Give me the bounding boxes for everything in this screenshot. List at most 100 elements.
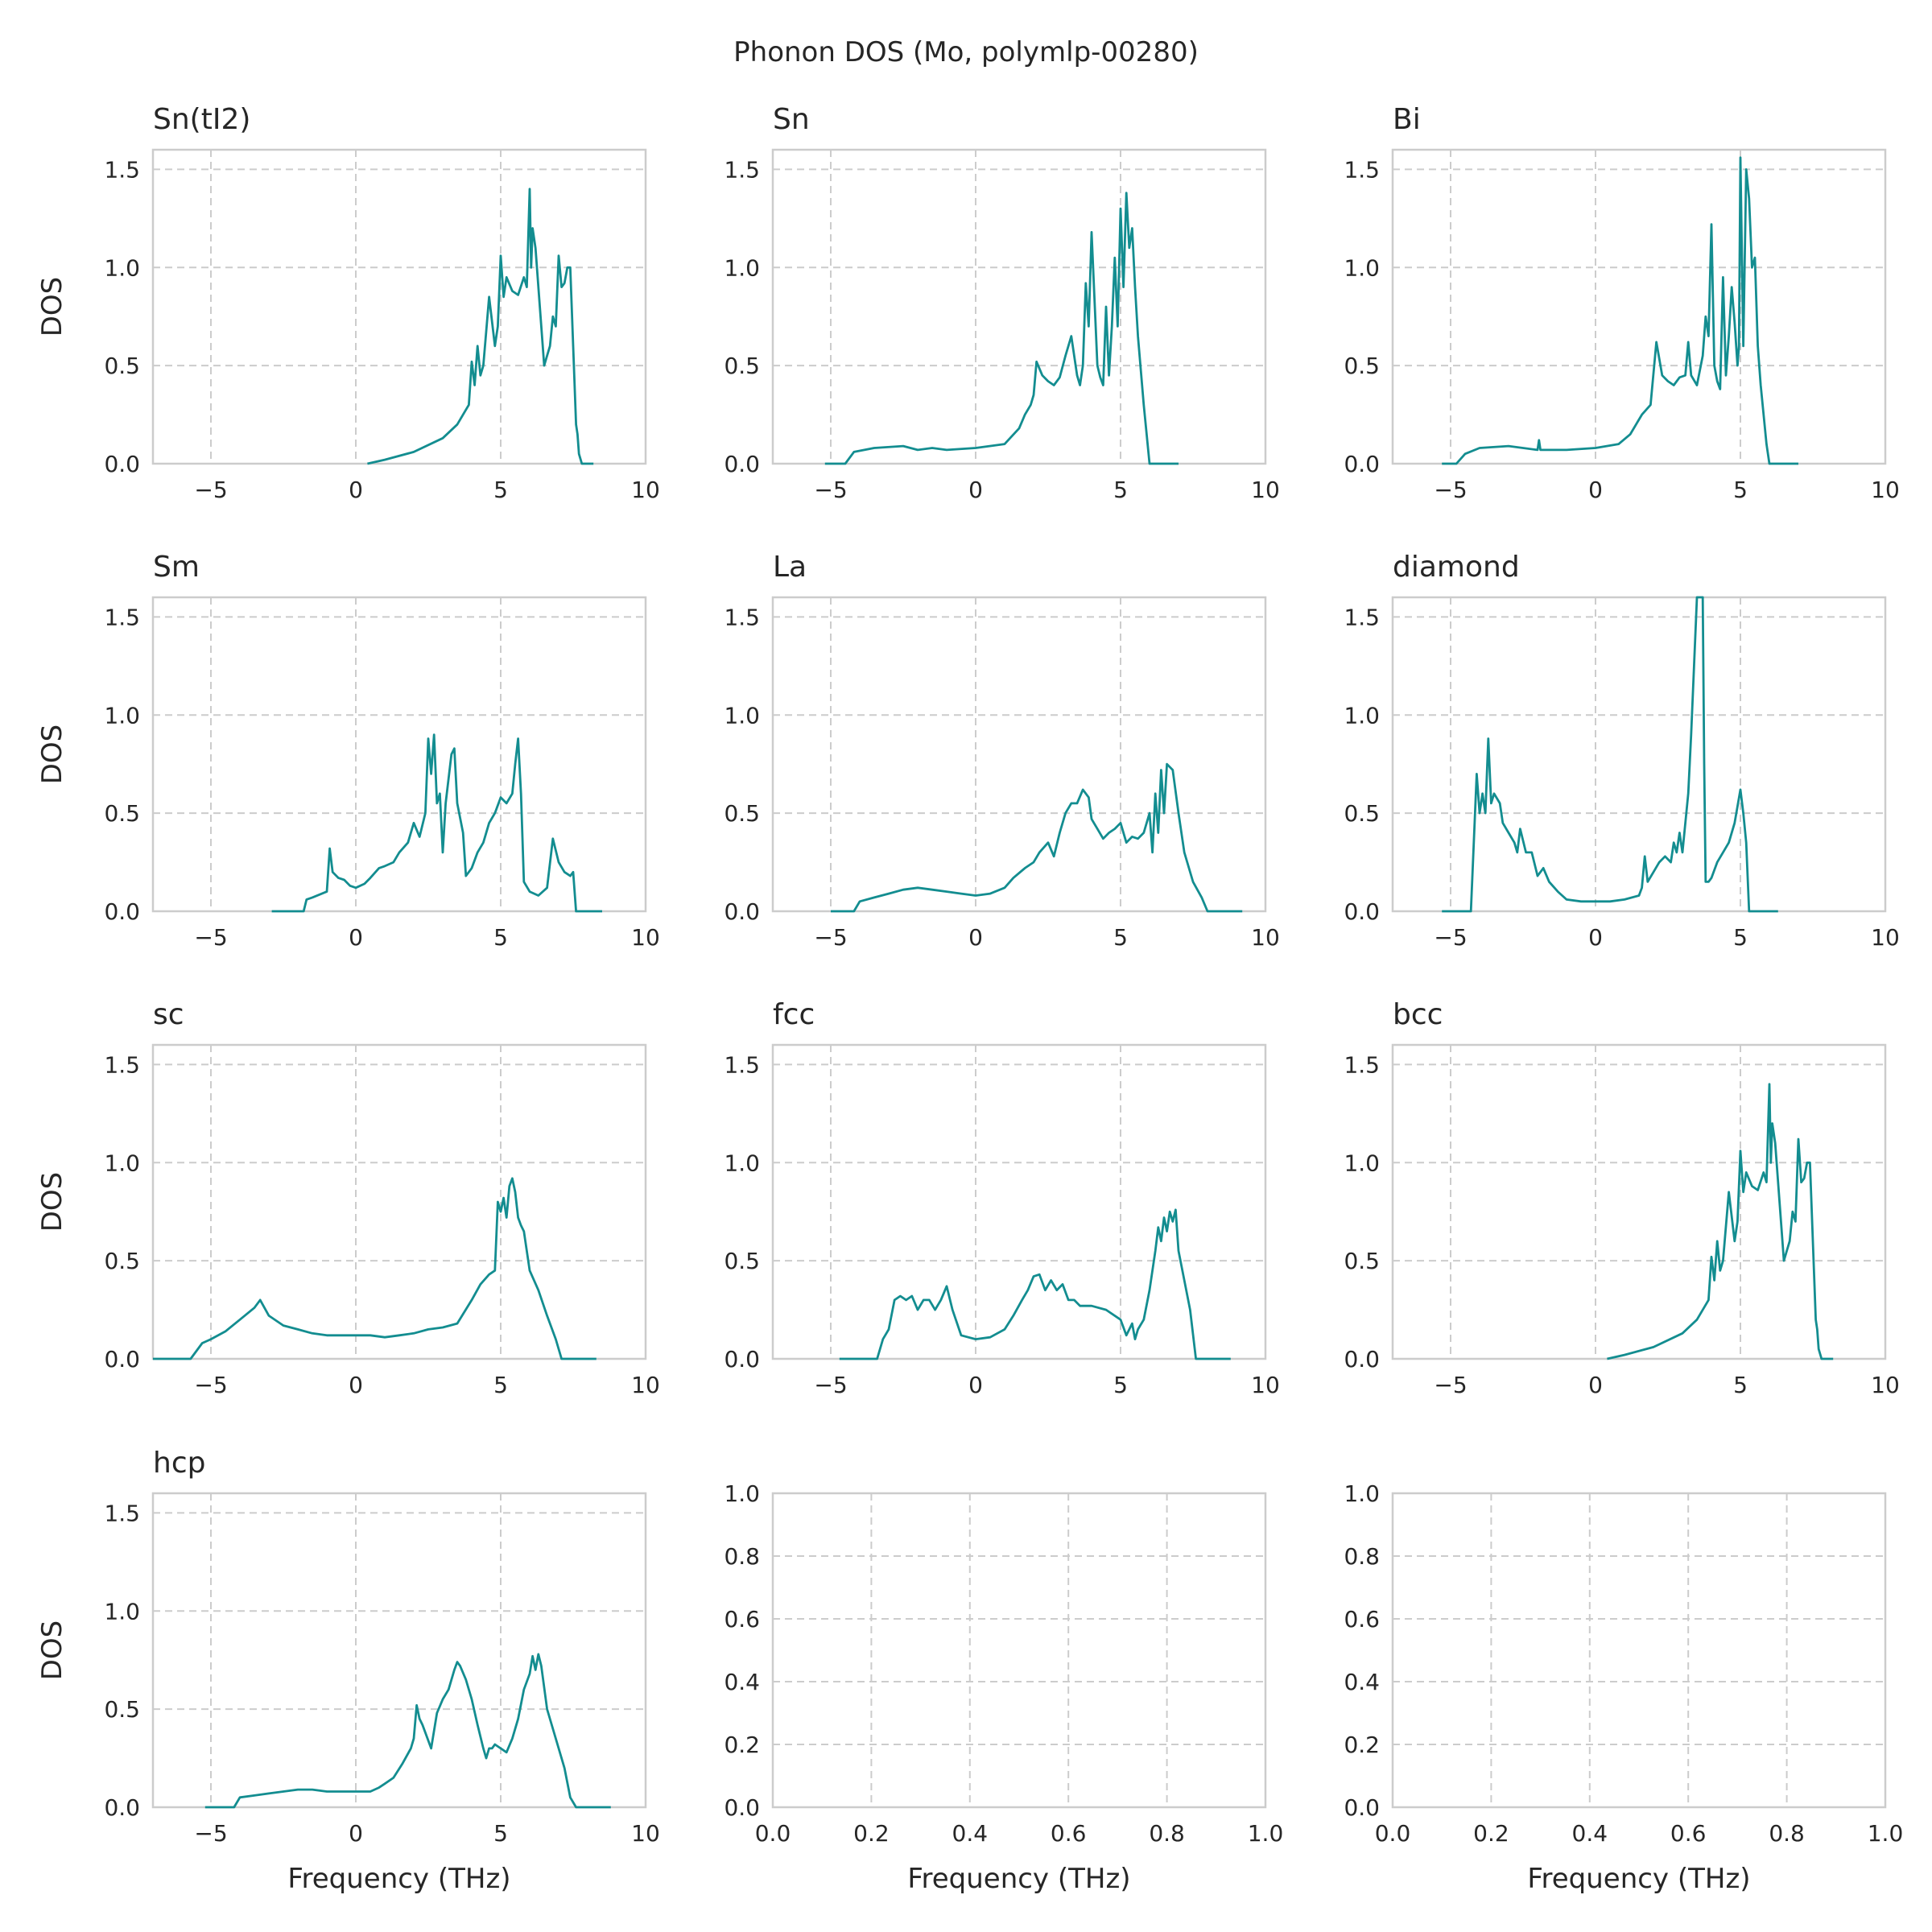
y-tick-label: 0.0 (104, 451, 140, 477)
plot-area (151, 1043, 647, 1360)
x-tick-label: 5 (493, 924, 508, 951)
y-tick-label: 1.0 (724, 702, 760, 729)
dos-series-line (824, 192, 1179, 465)
dos-series-line (831, 762, 1243, 913)
y-tick-label: 1.5 (1344, 604, 1380, 630)
x-tick-label: 0 (1588, 924, 1603, 951)
panel-title: fcc (773, 998, 815, 1031)
y-tick-label: 0.0 (724, 451, 760, 477)
x-tick-label: −5 (814, 1372, 847, 1398)
x-tick-label: 5 (1113, 477, 1128, 503)
y-tick-label: 0.8 (1344, 1543, 1380, 1570)
y-tick-label: 0.0 (724, 898, 760, 925)
x-tick-label: −5 (194, 1820, 227, 1847)
y-tick-label: 0.5 (104, 1696, 140, 1723)
dos-series-line (367, 188, 594, 465)
x-tick-label: 5 (1733, 1372, 1748, 1398)
panel: −5 0 5 10 0.0 0.5 1.0 1.5 diamond (1344, 551, 1899, 951)
x-tick-label: 0.0 (755, 1820, 791, 1847)
x-tick-label: 5 (1113, 1372, 1128, 1398)
panel-title: Sn(tI2) (153, 103, 250, 136)
plot-area (771, 596, 1267, 913)
panel: −5 0 5 10 0.0 0.5 1.0 1.5 Bi (1344, 103, 1899, 503)
x-tick-label: 10 (631, 924, 660, 951)
dos-series-line (153, 1177, 597, 1360)
x-tick-label: 0.4 (952, 1820, 989, 1847)
y-tick-label: 0.5 (1344, 353, 1380, 379)
y-tick-label: 0.2 (724, 1732, 760, 1758)
x-tick-label: 1.0 (1248, 1820, 1284, 1847)
y-tick-label: 0.8 (724, 1543, 760, 1570)
plot-area (771, 1492, 1267, 1809)
x-tick-label: 5 (1733, 477, 1748, 503)
y-tick-label: 1.5 (1344, 156, 1380, 183)
y-tick-label: 0.5 (724, 353, 760, 379)
y-tick-label: 0.0 (104, 1346, 140, 1373)
y-tick-label: 1.5 (724, 1051, 760, 1078)
x-axis-label: Frequency (THz) (907, 1863, 1130, 1895)
x-tick-label: 10 (631, 477, 660, 503)
plot-area (1391, 596, 1887, 913)
plot-area (771, 148, 1267, 465)
panel: −5 0 5 10 0.0 0.5 1.0 1.5 Sn (724, 103, 1279, 503)
y-tick-label: 1.5 (104, 1500, 140, 1526)
y-tick-label: 0.0 (1344, 1346, 1380, 1373)
y-axis-label: DOS (36, 724, 68, 785)
y-axis-label: DOS (36, 1620, 68, 1681)
panel: −5 0 5 10 0.0 0.5 1.0 1.5 sc DOS (36, 998, 660, 1398)
y-tick-label: 0.5 (1344, 800, 1380, 827)
y-tick-label: 0.0 (104, 1794, 140, 1821)
panel: 0.0 0.2 0.4 0.6 0.8 1.0 0.0 0.2 0.4 0.6 0.8 1.0 Freq… (1344, 1480, 1903, 1895)
panel-title: sc (153, 998, 184, 1031)
panel: −5 0 5 10 0.0 0.5 1.0 1.5 bcc (1344, 998, 1899, 1398)
x-tick-label: 10 (1871, 477, 1900, 503)
y-tick-label: 1.0 (724, 254, 760, 281)
dos-series-line (1442, 156, 1798, 465)
plot-area (1391, 148, 1887, 465)
x-tick-label: 10 (1871, 1372, 1900, 1398)
plot-area (1391, 1043, 1887, 1360)
y-tick-label: 0.2 (1344, 1732, 1380, 1758)
y-tick-label: 1.5 (104, 156, 140, 183)
y-tick-label: 1.5 (724, 156, 760, 183)
x-tick-label: 0 (968, 1372, 983, 1398)
y-tick-label: 0.5 (104, 800, 140, 827)
y-tick-label: 0.5 (724, 1248, 760, 1274)
y-tick-label: 0.0 (1344, 898, 1380, 925)
panel-title: hcp (153, 1447, 205, 1480)
y-tick-label: 1.0 (724, 1480, 760, 1507)
y-tick-label: 0.0 (104, 898, 140, 925)
plot-area (151, 148, 647, 465)
y-tick-label: 1.5 (724, 604, 760, 630)
y-tick-label: 0.4 (724, 1669, 760, 1695)
panels-grid: −5 0 5 10 0.0 0.5 1.0 1.5 Sn(tI2) DOS −5 0 5 10 0.0 0.5… (36, 103, 1903, 1895)
panel: 0.0 0.2 0.4 0.6 0.8 1.0 0.0 0.2 0.4 0.6 0.8 1.0 Freq… (724, 1480, 1283, 1895)
panel-title: bcc (1393, 998, 1443, 1031)
figure-title: Phonon DOS (Mo, polymlp-00280) (733, 36, 1199, 68)
x-tick-label: 0 (968, 477, 983, 503)
panel: −5 0 5 10 0.0 0.5 1.0 1.5 hcp DOS Frequency (THz) (36, 1447, 660, 1895)
y-tick-label: 0.0 (724, 1346, 760, 1373)
plot-area (151, 596, 647, 913)
x-tick-label: 0 (349, 477, 363, 503)
y-tick-label: 0.4 (1344, 1669, 1380, 1695)
y-tick-label: 1.0 (1344, 702, 1380, 729)
x-tick-label: 5 (493, 477, 508, 503)
panel: −5 0 5 10 0.0 0.5 1.0 1.5 Sn(tI2) DOS (36, 103, 660, 503)
x-tick-label: 10 (1251, 1372, 1280, 1398)
x-tick-label: −5 (194, 477, 227, 503)
x-tick-label: 0.6 (1670, 1820, 1707, 1847)
panel-title: Sn (773, 103, 810, 136)
x-tick-label: 10 (1251, 477, 1280, 503)
x-tick-label: 5 (1733, 924, 1748, 951)
panel-title: Sm (153, 551, 200, 584)
x-tick-label: −5 (1434, 924, 1467, 951)
panel: −5 0 5 10 0.0 0.5 1.0 1.5 La (724, 551, 1279, 951)
x-tick-label: 5 (493, 1372, 508, 1398)
x-tick-label: 0.8 (1149, 1820, 1185, 1847)
x-tick-label: −5 (814, 924, 847, 951)
dos-series-line (204, 1653, 611, 1809)
x-tick-label: 0 (349, 1372, 363, 1398)
x-tick-label: 10 (631, 1372, 660, 1398)
